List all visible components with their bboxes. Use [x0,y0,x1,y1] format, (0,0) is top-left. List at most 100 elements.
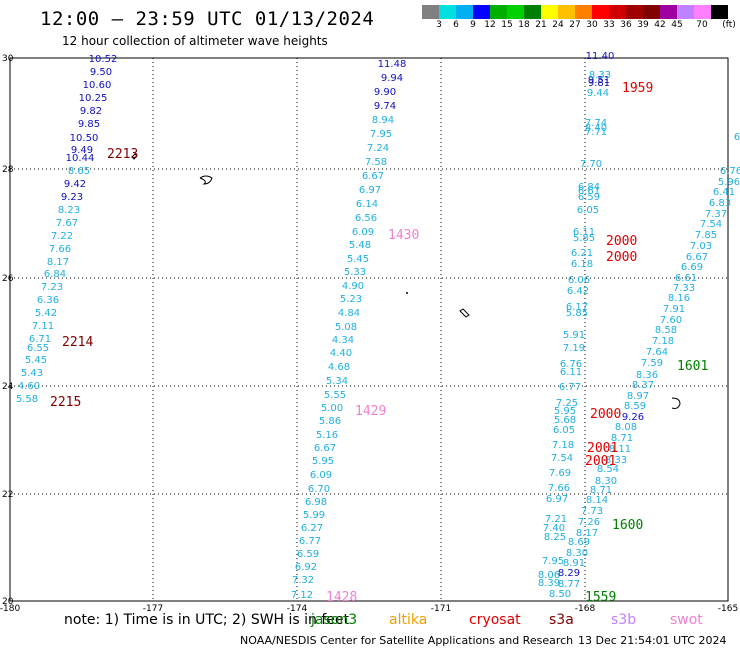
colorbar-swatch [660,5,677,19]
lat-label: 30 [2,54,14,64]
wave-height-label: 7.23 [41,282,63,293]
wave-height-label: 8.65 [68,166,90,177]
wave-height-label: 7.19 [563,343,585,354]
wave-height-label: 7.85 [695,230,717,241]
wave-height-label: 8.54 [597,464,619,475]
lon-label: -171 [431,604,451,612]
wave-height-label: 5.00 [321,403,343,414]
wave-height-label: 7.74 [585,118,607,129]
wave-height-label: 5.45 [25,355,47,366]
lon-label: -168 [575,604,596,612]
wave-height-label: 6.05 [577,205,599,216]
wave-height-label: 10.60 [83,80,112,91]
wave-height-label: 5.48 [349,240,371,251]
wave-height-label: 5.23 [340,294,362,305]
wave-height-label: 5.08 [335,322,357,333]
pass-time-label: 2213 [107,147,138,162]
colorbar-swatch [507,5,524,19]
wave-height-label: 10.52 [89,54,118,65]
chart-title: 12:00 – 23:59 UTC 01/13/2024 [40,8,375,30]
wave-height-label: 6.67 [362,171,384,182]
island-outline [199,175,213,185]
wave-height-label: 7.18 [652,336,674,347]
wave-height-label: 8.40 [585,123,607,134]
chart-subtitle: 12 hour collection of altimeter wave hei… [62,34,328,48]
colorbar-swatch [558,5,575,19]
wave-height-label: 9.50 [90,67,112,78]
colorbar-tick-label: 24 [552,20,564,30]
footer-timestamp: 13 Dec 21:54:01 UTC 2024 [578,634,727,647]
wave-height-label: 9.82 [80,106,102,117]
wave-height-label: 8.14 [586,495,608,506]
wave-height-label: 7.11 [32,321,54,332]
wave-height-label: 7.12 [291,590,313,601]
wave-height-label: 6 [734,132,740,143]
wave-height-label: 6.97 [359,185,381,196]
wave-height-label: 6.09 [352,227,374,238]
wave-height-label: 7.21 [545,514,567,525]
wave-height-label: 7.58 [365,157,387,168]
wave-height-label: 8.29 [558,568,580,579]
pass-time-label: 2000 [590,407,621,422]
wave-height-label: 6.97 [546,494,568,505]
colorbar-tick-label: 42 [654,20,666,30]
wave-height-label: 6.61 [675,273,697,284]
lat-label: 22 [2,490,13,500]
colorbar-ticks: 3 6 9 12 15 18 21 24 27 30 33 36 39 42 45 70 (ft) [422,20,740,34]
wave-height-label: 6.77 [299,536,321,547]
altimeter-map: 30 28 26 24 22 20-180 -177 -174 -171 -168 -165 10.5… [0,51,740,612]
wave-height-label: 10.25 [79,93,108,104]
wave-height-label: 7.03 [690,241,712,252]
pass-time-label: 2214 [62,335,93,350]
wave-height-label: 7.70 [580,159,602,170]
wave-height-label: 6.92 [295,562,317,573]
wave-height-label: 6.42 [567,286,589,297]
wave-height-label: 9.74 [374,101,396,112]
colorbar-swatch [677,5,694,19]
wave-height-label: 8.71 [590,485,612,496]
colorbar-swatch [456,5,473,19]
footer-credit: NOAA/NESDIS Center for Satellite Applica… [240,634,574,647]
lat-label: 28 [2,165,14,175]
pass-time-label: 2000 [606,250,637,265]
wave-height-label: 5.96 [718,177,740,188]
wave-height-label: 4.90 [342,281,364,292]
colorbar-tick-label: 12 [484,20,496,30]
wave-height-label: 8.94 [372,115,394,126]
pass-time-label: 1959 [622,81,653,96]
wave-height-label: 9.94 [381,73,403,84]
wave-height-label: 7.26 [578,517,600,528]
satellite-legend-item: cryosat [469,612,521,628]
wave-height-label: 7.66 [49,244,71,255]
wave-height-label: 5.43 [21,368,43,379]
wave-height-label: 8.69 [568,537,590,548]
colorbar-tick-label: 6 [453,20,459,30]
wave-height-label: 8.33 [605,455,627,466]
wave-height-label: 6.67 [314,443,336,454]
lon-label: -165 [718,604,738,612]
wave-height-label: 8.77 [558,579,580,590]
wave-height-label: 6.14 [356,199,378,210]
satellite-legend-item: swot [670,612,703,628]
colorbar-swatch [575,5,592,19]
satellite-legend-item: s3b [611,612,637,628]
wave-height-label: 8.71 [611,433,633,444]
colorbar-tick-label: 45 [671,20,683,30]
wave-height-label: 6.11 [573,227,595,238]
colorbar-tick-label: 9 [470,20,476,30]
wave-height-label: 5.33 [344,267,366,278]
wave-height-label: 5.68 [554,415,576,426]
wave-height-label: 6.69 [681,262,703,273]
colorbar-unit: (ft) [722,20,736,30]
colorbar-tick-label: 21 [535,20,547,30]
colorbar-tick-label: 70 [696,20,708,30]
pass-time-label: 2001 [587,441,618,456]
wave-height-label: 9.90 [374,87,396,98]
pass-time-label: 2215 [50,395,81,410]
wave-height-label: 9.85 [78,119,100,130]
wave-height-label: 5.58 [16,394,38,405]
footer-note: note: 1) Time is in UTC; 2) SWH is in fe… [64,612,350,628]
wave-height-label: 6.71 [29,334,51,345]
colorbar-tick-label: 30 [586,20,598,30]
wave-height-label: 6.76 [720,166,740,177]
